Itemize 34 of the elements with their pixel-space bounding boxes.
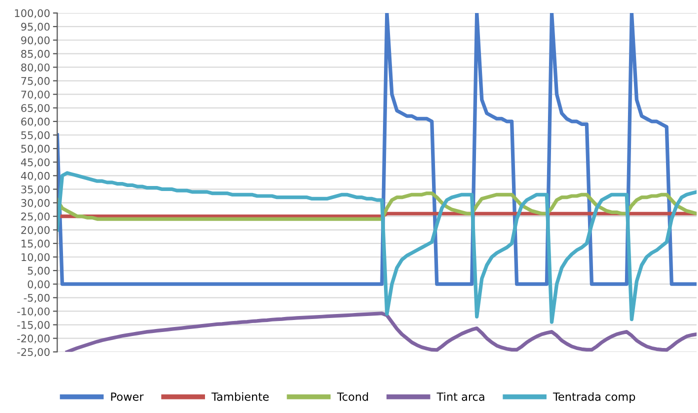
y-tick-label: 65,00 (21, 104, 50, 114)
y-tick-label: -20,00 (17, 334, 50, 344)
legend-label: Power (111, 392, 144, 401)
legend-label: Tint arca (436, 392, 484, 401)
y-tick-label: 95,00 (21, 22, 50, 32)
line-series (65, 312, 697, 352)
line-series (57, 191, 697, 221)
y-tick-label: 10,00 (22, 253, 50, 262)
y-tick-label: 35,00 (21, 185, 50, 194)
y-tick-label: 40,00 (20, 172, 50, 181)
y-tick-label: 15,00 (22, 240, 50, 249)
line-series (57, 171, 697, 324)
y-tick-label: 25,00 (21, 212, 50, 222)
y-tick-label: 70,00 (21, 90, 50, 100)
y-tick-label: 60,00 (21, 118, 50, 127)
y-tick-label: 80,00 (21, 63, 50, 72)
y-tick-label: -5,00 (24, 294, 50, 303)
y-tick-label: 85,00 (21, 50, 50, 59)
y-tick-label: 55,00 (21, 131, 50, 140)
legend-label: Tentrada comp (552, 392, 636, 403)
y-tick-label: -10,00 (17, 307, 50, 316)
y-tick-label: 0,00 (28, 280, 50, 290)
y-tick-label: -25,00 (17, 348, 50, 358)
y-tick-label: -15,00 (17, 320, 50, 330)
y-tick-label: 50,00 (21, 144, 50, 154)
legend-label: Tambiente (211, 392, 269, 401)
legend-label: Tcond (337, 392, 368, 401)
y-tick-label: 45,00 (20, 158, 50, 168)
y-tick-label: 100,00 (14, 9, 50, 18)
y-tick-label: 90,00 (21, 36, 50, 46)
y-tick-label: 5,00 (28, 266, 50, 276)
y-tick-label: 20,00 (21, 226, 50, 236)
y-tick-label: 30,00 (21, 199, 50, 208)
y-tick-label: 75,00 (21, 77, 50, 86)
